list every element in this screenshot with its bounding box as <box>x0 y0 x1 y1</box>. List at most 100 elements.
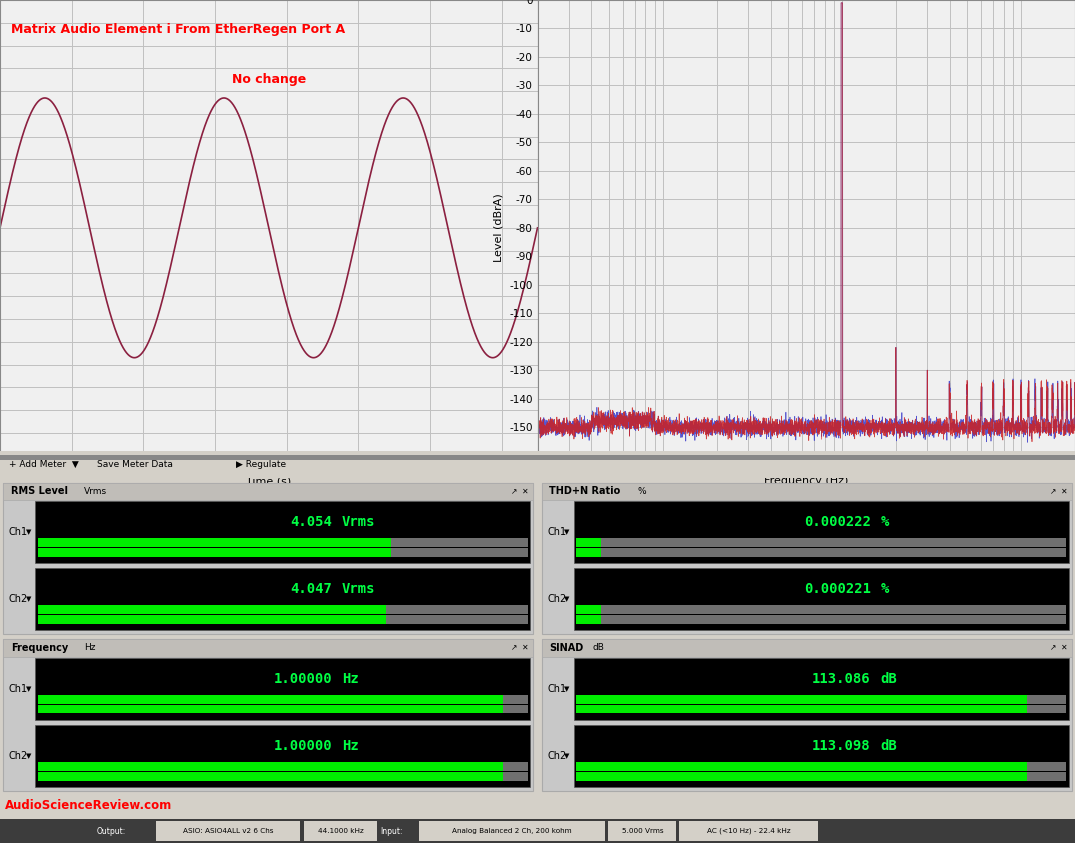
Bar <box>38 539 390 547</box>
Bar <box>38 539 528 547</box>
Bar <box>576 695 1028 704</box>
Text: Analog Balanced 2 Ch, 200 kohm: Analog Balanced 2 Ch, 200 kohm <box>453 828 572 835</box>
Bar <box>542 639 1072 657</box>
Text: Matrix Audio Element i From EtherRegen Port A: Matrix Audio Element i From EtherRegen P… <box>11 23 345 35</box>
Text: 113.086: 113.086 <box>812 672 871 686</box>
Bar <box>3 639 533 657</box>
Text: Ch1: Ch1 <box>9 527 28 537</box>
Bar <box>38 615 386 624</box>
Text: Output:: Output: <box>97 827 126 835</box>
Bar <box>576 705 1066 713</box>
Bar <box>35 502 530 563</box>
Text: Hz: Hz <box>84 643 96 652</box>
Bar <box>38 695 503 704</box>
Bar <box>608 821 676 841</box>
Bar <box>576 548 1066 557</box>
X-axis label: Time (s): Time (s) <box>246 476 291 486</box>
Text: dB: dB <box>880 739 898 753</box>
Bar <box>576 605 1066 614</box>
Text: Hz: Hz <box>342 739 359 753</box>
Text: AudioScienceReview.com: AudioScienceReview.com <box>5 798 173 812</box>
Text: Frequency: Frequency <box>11 643 68 653</box>
Text: ↗  ✕: ↗ ✕ <box>1050 643 1067 652</box>
Text: Vrms: Vrms <box>342 515 375 529</box>
Text: ▼: ▼ <box>26 529 31 535</box>
Bar <box>38 695 528 704</box>
Text: ▼: ▼ <box>564 529 570 535</box>
Text: 1.00000: 1.00000 <box>273 672 332 686</box>
Text: ↗  ✕: ↗ ✕ <box>1050 487 1067 496</box>
Bar <box>38 548 390 557</box>
Y-axis label: Level (dBrA): Level (dBrA) <box>493 193 503 262</box>
Bar <box>576 705 1028 713</box>
Bar <box>574 502 1069 563</box>
Text: dB: dB <box>880 672 898 686</box>
Text: Save Meter Data: Save Meter Data <box>97 459 173 469</box>
Text: 5.000 Vrms: 5.000 Vrms <box>621 828 663 835</box>
Text: SINAD: SINAD <box>549 643 584 653</box>
Bar <box>35 658 530 720</box>
Bar <box>35 725 530 787</box>
Text: No change: No change <box>231 72 306 86</box>
Text: %: % <box>880 583 889 597</box>
Bar <box>542 639 1072 791</box>
Text: Vrms: Vrms <box>342 583 375 597</box>
Text: 4.047: 4.047 <box>290 583 332 597</box>
Bar <box>542 483 1072 500</box>
Bar <box>3 639 533 791</box>
Text: 4.054: 4.054 <box>290 515 332 529</box>
Bar <box>576 695 1066 704</box>
Text: ▶ Regulate: ▶ Regulate <box>236 459 287 469</box>
Bar <box>0 451 1075 478</box>
Text: + Add Meter  ▼: + Add Meter ▼ <box>9 459 78 469</box>
Text: %: % <box>880 515 889 529</box>
Bar <box>38 772 503 781</box>
Text: Ch1: Ch1 <box>547 527 567 537</box>
Text: RMS Level: RMS Level <box>11 486 68 497</box>
Text: 1.00000: 1.00000 <box>273 739 332 753</box>
Text: Input:: Input: <box>381 827 403 835</box>
Bar <box>574 568 1069 630</box>
Bar <box>576 615 601 624</box>
Bar <box>35 568 530 630</box>
Text: ▼: ▼ <box>26 753 31 759</box>
Bar <box>156 821 300 841</box>
Text: ▼: ▼ <box>564 753 570 759</box>
Bar <box>3 483 533 500</box>
Bar <box>576 762 1066 771</box>
Text: %: % <box>637 487 646 496</box>
Bar <box>38 605 528 614</box>
Bar <box>38 762 528 771</box>
Text: 113.098: 113.098 <box>812 739 871 753</box>
Bar <box>576 762 1028 771</box>
Bar <box>38 705 503 713</box>
Bar <box>38 548 528 557</box>
Text: ↗  ✕: ↗ ✕ <box>512 643 529 652</box>
Bar <box>38 605 386 614</box>
Bar <box>576 772 1028 781</box>
Bar <box>574 658 1069 720</box>
Text: ASIO: ASIO4ALL v2 6 Chs: ASIO: ASIO4ALL v2 6 Chs <box>183 828 273 835</box>
X-axis label: Frequency (Hz): Frequency (Hz) <box>764 476 848 486</box>
Text: Ch1: Ch1 <box>547 684 567 694</box>
Text: 0.000222: 0.000222 <box>804 515 871 529</box>
Text: Vrms: Vrms <box>84 487 108 496</box>
Bar <box>419 821 605 841</box>
Text: AC (<10 Hz) - 22.4 kHz: AC (<10 Hz) - 22.4 kHz <box>707 828 790 835</box>
Text: ▼: ▼ <box>26 686 31 692</box>
Text: Ch2: Ch2 <box>547 751 567 761</box>
Bar <box>303 821 377 841</box>
Text: dB: dB <box>592 643 604 652</box>
Text: ↗  ✕: ↗ ✕ <box>512 487 529 496</box>
Text: ▼: ▼ <box>26 596 31 602</box>
Text: Ch1: Ch1 <box>9 684 28 694</box>
Bar <box>38 762 503 771</box>
Text: Ch2: Ch2 <box>547 594 567 604</box>
Bar <box>576 772 1066 781</box>
Text: 0.000221: 0.000221 <box>804 583 871 597</box>
Bar <box>3 483 533 634</box>
Bar <box>574 725 1069 787</box>
Text: ▼: ▼ <box>564 686 570 692</box>
Bar <box>0 791 1075 819</box>
Text: Ch2: Ch2 <box>9 594 28 604</box>
